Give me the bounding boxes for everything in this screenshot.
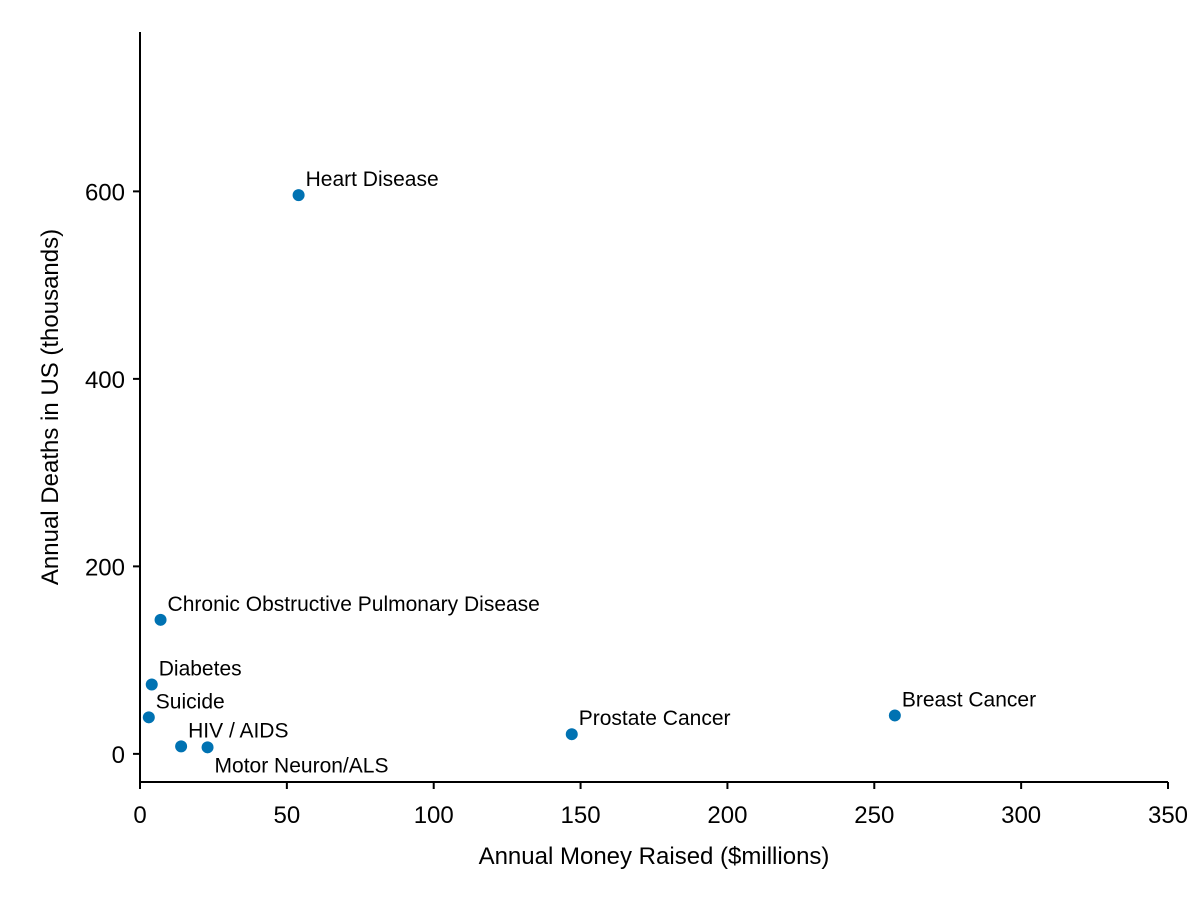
point-label: Diabetes (159, 658, 242, 681)
data-point (565, 728, 578, 741)
x-axis-ticks: 0 50 100 150 200 250 300 350 (133, 782, 1188, 829)
data-point (175, 740, 188, 753)
x-axis-title: Annual Money Raised ($millions) (479, 843, 830, 870)
data-point (201, 741, 214, 754)
point-label: Suicide (156, 690, 225, 713)
x-tick-label: 200 (707, 802, 747, 829)
data-point (145, 678, 158, 691)
data-point (292, 189, 305, 202)
point-label: Breast Cancer (902, 688, 1036, 711)
y-axis-ticks: 0 200 400 600 (85, 179, 140, 769)
y-tick-label: 600 (85, 179, 125, 206)
data-point (888, 709, 901, 722)
x-tick-label: 250 (854, 802, 894, 829)
point-label: Chronic Obstructive Pulmonary Disease (168, 593, 540, 616)
data-points (142, 189, 901, 754)
y-tick-label: 0 (112, 742, 125, 769)
point-labels: Heart Disease Chronic Obstructive Pulmona… (156, 168, 1036, 777)
x-tick-label: 0 (133, 802, 146, 829)
point-label: Prostate Cancer (579, 707, 731, 730)
y-axis-title: Annual Deaths in US (thousands) (37, 229, 64, 585)
data-point (154, 613, 167, 626)
data-point (142, 711, 155, 724)
y-tick-label: 400 (85, 367, 125, 394)
x-tick-label: 350 (1148, 802, 1188, 829)
y-tick-label: 200 (85, 554, 125, 581)
x-tick-label: 100 (414, 802, 454, 829)
x-tick-label: 50 (274, 802, 301, 829)
point-label: Heart Disease (306, 168, 439, 191)
x-tick-label: 150 (561, 802, 601, 829)
point-label: Motor Neuron/ALS (215, 754, 389, 777)
point-label: HIV / AIDS (188, 719, 288, 742)
x-tick-label: 300 (1001, 802, 1041, 829)
